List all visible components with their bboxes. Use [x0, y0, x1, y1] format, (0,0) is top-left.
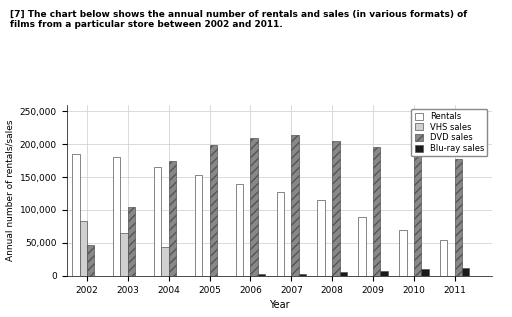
Bar [80, 221, 87, 276]
Bar [291, 135, 298, 276]
Bar [195, 175, 202, 276]
Bar [276, 191, 284, 276]
Bar [258, 275, 265, 276]
Bar [72, 154, 80, 276]
Bar [414, 154, 421, 276]
Bar [373, 147, 380, 276]
Bar [120, 233, 128, 276]
Bar [298, 274, 306, 276]
X-axis label: Year: Year [269, 300, 289, 310]
Bar [250, 138, 258, 276]
Bar [455, 158, 462, 276]
Bar [380, 271, 388, 276]
Text: [7] The chart below shows the annual number of rentals and sales (in various for: [7] The chart below shows the annual num… [10, 10, 467, 29]
Y-axis label: Annual number of rentals/sales: Annual number of rentals/sales [5, 120, 14, 261]
Bar [332, 141, 339, 276]
Bar [113, 157, 120, 276]
Bar [399, 230, 407, 276]
Bar [154, 167, 161, 276]
Bar [421, 269, 429, 276]
Bar [161, 248, 169, 276]
Bar [462, 268, 470, 276]
Bar [209, 146, 217, 276]
Legend: Rentals, VHS sales, DVD sales, Blu-ray sales: Rentals, VHS sales, DVD sales, Blu-ray s… [411, 109, 487, 157]
Bar [358, 217, 366, 276]
Bar [440, 240, 447, 276]
Bar [169, 161, 176, 276]
Bar [128, 207, 135, 276]
Bar [236, 184, 243, 276]
Bar [87, 245, 94, 276]
Bar [317, 200, 325, 276]
Bar [339, 272, 347, 276]
